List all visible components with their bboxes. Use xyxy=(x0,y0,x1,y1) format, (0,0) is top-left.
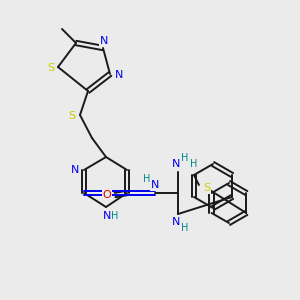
Text: H: H xyxy=(181,153,189,163)
Text: N: N xyxy=(151,180,159,190)
Text: N: N xyxy=(172,217,180,227)
Text: H: H xyxy=(181,223,189,233)
Text: N: N xyxy=(71,165,79,175)
Text: H: H xyxy=(111,211,119,221)
Text: S: S xyxy=(47,63,55,73)
Text: N: N xyxy=(100,36,108,46)
Text: S: S xyxy=(203,183,211,193)
Text: N: N xyxy=(172,159,180,169)
Text: N: N xyxy=(103,211,111,221)
Text: S: S xyxy=(68,111,76,121)
Text: H: H xyxy=(190,159,198,169)
Text: H: H xyxy=(143,174,151,184)
Text: O: O xyxy=(103,190,111,200)
Text: N: N xyxy=(115,70,123,80)
